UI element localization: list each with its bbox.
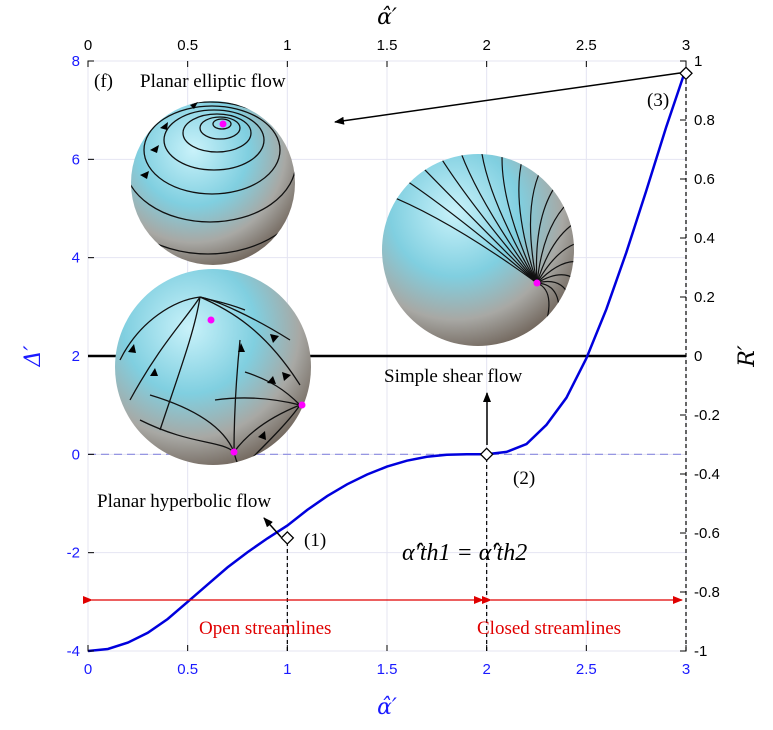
axis-ticks: 0 0 0.5 0.5 1 1 1.5 1.5 2 2 2.5 2.5 3 3 -4 -2 0 2 4 6 8 -1 -0.… xyxy=(67,37,720,678)
streamline xyxy=(479,154,538,284)
y2-tick-label: 0.8 xyxy=(694,112,715,129)
streamline xyxy=(536,217,574,284)
y2-tick-label: -0.8 xyxy=(694,584,720,601)
x2-tick-label: 0 xyxy=(84,37,92,54)
y2-tick-label: 0.4 xyxy=(694,230,715,247)
y2-tick-label: -0.6 xyxy=(694,525,720,542)
x-tick-label: 1.5 xyxy=(377,661,398,678)
x2-tick-label: 3 xyxy=(682,37,690,54)
y2-axis-label: R′ xyxy=(735,345,760,368)
hyperbolic-label: Planar hyperbolic flow xyxy=(97,491,271,512)
y-tick-label: 2 xyxy=(72,348,80,365)
fixed-point xyxy=(207,316,215,324)
streamline xyxy=(383,192,538,284)
y-tick-label: -4 xyxy=(67,643,80,660)
closed-streamlines-label: Closed streamlines xyxy=(477,618,621,639)
y-tick-label: -2 xyxy=(67,545,80,562)
streamline xyxy=(536,274,574,288)
arrow-to-elliptic xyxy=(334,72,681,125)
x-tick-label: 3 xyxy=(682,661,690,678)
marker-label-3: (3) xyxy=(647,90,669,111)
fixed-point xyxy=(298,401,306,409)
hyperbolic-flow-sphere xyxy=(115,269,311,465)
streamline xyxy=(414,159,538,284)
open-streamlines-label: Open streamlines xyxy=(199,618,331,639)
x2-tick-label: 1.5 xyxy=(377,37,398,54)
y2-tick-label: -0.4 xyxy=(694,466,720,483)
y2-tick-label: 0.6 xyxy=(694,171,715,188)
shear-label: Simple shear flow xyxy=(384,366,523,387)
x-tick-label: 0 xyxy=(84,661,92,678)
x2-axis-label: α̂′ xyxy=(377,5,397,30)
elliptic-arrowheads xyxy=(140,102,198,179)
fixed-point xyxy=(533,279,541,287)
streamline xyxy=(397,174,538,284)
elliptic-flow-sphere xyxy=(131,101,295,265)
fixed-point xyxy=(230,448,238,456)
x2-tick-label: 2 xyxy=(482,37,490,54)
diamond-marker xyxy=(679,66,693,81)
x-axis-label: α̂′ xyxy=(377,695,397,720)
streamline xyxy=(536,260,574,284)
y-tick-label: 8 xyxy=(72,53,80,70)
elliptic-label: Planar elliptic flow xyxy=(140,71,286,92)
x-tick-label: 2 xyxy=(482,661,490,678)
arrow-to-hyperbolic xyxy=(263,517,282,538)
y-tick-label: 6 xyxy=(72,151,80,168)
y2-tick-label: -1 xyxy=(694,643,707,660)
x-tick-label: 2.5 xyxy=(576,661,597,678)
y-tick-label: 4 xyxy=(72,250,80,267)
marker-label-1: (1) xyxy=(304,530,326,551)
y2-tick-label: 1 xyxy=(694,53,702,70)
y-tick-label: 0 xyxy=(72,446,80,463)
x-tick-label: 1 xyxy=(283,661,291,678)
y-axis-label: Δ′ xyxy=(21,346,46,368)
x2-tick-label: 2.5 xyxy=(576,37,597,54)
y2-tick-label: -0.2 xyxy=(694,407,720,424)
streamline xyxy=(536,240,574,284)
x2-tick-label: 1 xyxy=(283,37,291,54)
diamond-marker xyxy=(479,447,494,462)
x2-tick-label: 0.5 xyxy=(177,37,198,54)
y2-tick-label: 0 xyxy=(694,348,702,365)
x-tick-label: 0.5 xyxy=(177,661,198,678)
threshold-label: α̂′th1 = α̂′th2 xyxy=(402,540,527,566)
panel-label: (f) xyxy=(94,71,113,92)
marker-label-2: (2) xyxy=(513,468,535,489)
y2-tick-label: 0.2 xyxy=(694,289,715,306)
diamond-marker xyxy=(280,530,295,545)
fixed-point xyxy=(219,120,227,128)
markers xyxy=(280,66,693,545)
